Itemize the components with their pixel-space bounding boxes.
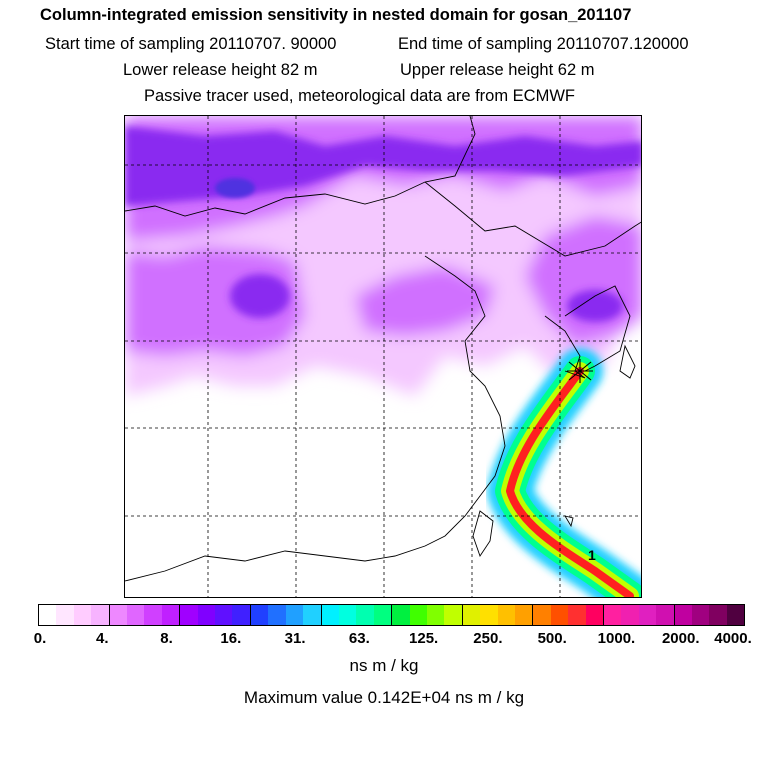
- colorbar-segment: [127, 605, 145, 625]
- lower-height-label: Lower release height 82 m: [123, 61, 318, 79]
- colorbar-segment: [161, 605, 180, 625]
- info-label: Passive tracer used, meteorological data…: [144, 87, 575, 105]
- colorbar-segment: [179, 605, 198, 625]
- colorbar-segment: [215, 605, 233, 625]
- field-deep: [215, 178, 255, 198]
- field-mid-left: [125, 246, 305, 356]
- colorbar-segment: [108, 605, 128, 625]
- max-value-label: Maximum value 0.142E+04 ns m / kg: [243, 688, 525, 707]
- colorbar-segment: [56, 605, 74, 625]
- colorbar-segment: [39, 605, 57, 625]
- colorbar-tick-label: 500.: [537, 630, 567, 647]
- plume: [487, 348, 641, 597]
- colorbar-segment: [461, 605, 481, 625]
- colorbar-segment: [285, 605, 304, 625]
- colorbar-segment: [709, 605, 727, 625]
- colorbar-segment: [726, 605, 745, 625]
- colorbar-tick-label: 31.: [284, 630, 306, 647]
- colorbar-tick-label: 1000.: [597, 630, 636, 647]
- colorbar-segment: [532, 605, 551, 625]
- colorbar-segment: [673, 605, 693, 625]
- colorbar-segment: [303, 605, 321, 625]
- colorbar-segment: [638, 605, 657, 625]
- colorbar-tick-label: 16.: [220, 630, 242, 647]
- colorbar-segment: [268, 605, 286, 625]
- colorbar-segment: [338, 605, 357, 625]
- colorbar-tick-label: 8.: [160, 630, 173, 647]
- colorbar: [38, 604, 745, 626]
- colorbar-segment: [320, 605, 339, 625]
- colorbar-ticks: 0. 4. 8. 16. 31. 63. 125. 250. 500. 1000. 2000. 400…: [0, 630, 768, 652]
- map-svg: 1: [125, 116, 641, 597]
- sensitivity-field: [125, 116, 641, 396]
- colorbar-tick-label: 2000.: [661, 630, 700, 647]
- colorbar-tick-label: 125.: [409, 630, 439, 647]
- colorbar-segment: [444, 605, 462, 625]
- colorbar-tick-label: 4.: [96, 630, 109, 647]
- colorbar-segment: [550, 605, 569, 625]
- colorbar-tick-label: 0.: [33, 630, 47, 647]
- colorbar-segment: [144, 605, 162, 625]
- colorbar-segment: [656, 605, 674, 625]
- sensitivity-map: 1: [124, 115, 642, 598]
- colorbar-segment: [249, 605, 269, 625]
- receptor-star-icon: [567, 359, 593, 383]
- colorbar-segment: [426, 605, 445, 625]
- upper-height-label: Upper release height 62 m: [400, 61, 595, 79]
- colorbar-tick-label: 250.: [473, 630, 503, 647]
- colorbar-segment: [373, 605, 392, 625]
- colorbar-segment: [568, 605, 586, 625]
- field-mid-center: [355, 266, 495, 336]
- colorbar-segment: [356, 605, 374, 625]
- map-annotation: 1: [588, 547, 596, 563]
- colorbar-segment: [232, 605, 250, 625]
- grid: [125, 116, 641, 597]
- colorbar-segment: [480, 605, 498, 625]
- colorbar-segment: [603, 605, 622, 625]
- colorbar-segment: [497, 605, 515, 625]
- colorbar-segment: [585, 605, 603, 625]
- colorbar-tick-label: 4000.: [714, 630, 752, 647]
- colorbar-segment: [621, 605, 639, 625]
- colorbar-segment: [514, 605, 533, 625]
- colorbar-segment: [91, 605, 109, 625]
- units-label: ns m / kg: [349, 656, 419, 675]
- end-time-label: End time of sampling 20110707.120000: [398, 35, 689, 53]
- colorbar-segment: [391, 605, 410, 625]
- colorbar-tick-label: 63.: [348, 630, 370, 647]
- plot-title: Column-integrated emission sensitivity i…: [40, 6, 632, 24]
- colorbar-segment: [692, 605, 710, 625]
- field-high-blob: [230, 274, 290, 318]
- field-high-blob-2: [567, 290, 623, 322]
- coastlines: [125, 116, 641, 582]
- start-time-label: Start time of sampling 20110707. 90000: [45, 35, 337, 53]
- colorbar-segment: [73, 605, 92, 625]
- colorbar-segment: [409, 605, 427, 625]
- colorbar-segment: [197, 605, 216, 625]
